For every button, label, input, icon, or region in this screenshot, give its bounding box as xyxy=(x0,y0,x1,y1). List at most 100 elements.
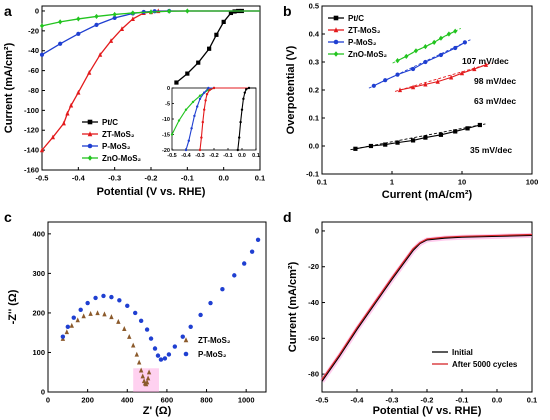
panel-c-legend-label: ZT-MoS₂ xyxy=(198,336,231,345)
panel-c-data-point xyxy=(232,273,237,278)
panel-a-ticks: -0.5 -0.4 -0.3 -0.2 -0.1 0.0 0.1 -160 -140 -120 -1… xyxy=(24,5,265,183)
panel-c-data-point xyxy=(85,300,90,306)
panel-d-legend: Initial After 5000 cycles xyxy=(432,348,518,369)
panel-b-data-point xyxy=(404,53,409,59)
panel-b-data-point xyxy=(397,87,403,93)
panel-a-inset-ytick-label: -20 xyxy=(162,148,170,154)
panel-a-data-point xyxy=(148,9,154,15)
panel-a-data-point xyxy=(185,8,190,14)
panel-c-xlabel: Z' (Ω) xyxy=(143,405,172,417)
panel-b-ytick-label: 0.0 xyxy=(309,142,319,151)
panel-a-inset-data-point xyxy=(193,114,196,118)
panel-a-legend-marker xyxy=(87,155,93,161)
panel-c-xtick-label: 200 xyxy=(81,396,94,405)
panel-b-ticks: 0.1 1 10 100 -0.1 0.0 0.1 0.2 0.3 0.4 0.5 xyxy=(306,2,538,187)
panel-b-slope-label: 63 mV/dec xyxy=(474,96,516,106)
panel-b-data-point xyxy=(395,140,400,145)
panel-c-data-point xyxy=(145,375,151,381)
panel-a-legend-marker xyxy=(87,131,93,137)
panel-b-data-point xyxy=(472,66,477,72)
panel-b-series-line xyxy=(399,64,487,91)
panel-b-legend-marker xyxy=(333,15,339,21)
panel-a-inset-xtick-label: -0.3 xyxy=(195,153,204,159)
panel-b-ytick-label: -0.1 xyxy=(306,170,319,179)
panel-c-data-point xyxy=(148,336,154,341)
panel-c-data-point xyxy=(95,310,100,316)
panel-a-inset-data-point xyxy=(207,86,210,90)
panel-a-inset-data-point xyxy=(198,148,202,152)
panel-c-data-point xyxy=(101,293,106,299)
panel-a-inset-data-point xyxy=(184,148,188,152)
panel-c-data-point xyxy=(60,334,66,339)
panel-letter-a: a xyxy=(4,3,12,19)
panel-c-data-point xyxy=(122,326,127,331)
panel-c-data-point xyxy=(109,314,114,320)
panel-a-inset-data-point xyxy=(236,148,239,152)
panel-b-data-point xyxy=(410,66,416,72)
panel-a-inset-ytick-label: -15 xyxy=(162,133,170,139)
panel-b-data-point xyxy=(423,135,428,140)
panel-c-data-point xyxy=(180,334,185,339)
panel-d-ytick-label: 0 xyxy=(315,226,319,235)
panel-a-ytick-label: -20 xyxy=(28,26,39,35)
panel-a-inset-data-point xyxy=(212,86,216,90)
panel-c-ytick-label: 100 xyxy=(32,348,45,357)
panel-b-ylabel: Overpotential (V) xyxy=(285,45,297,134)
panel-a-inset-data-point xyxy=(203,91,206,94)
panel-c-data-point xyxy=(88,311,93,316)
panel-c-ytick-label: 300 xyxy=(32,269,45,278)
panel-b-xtick-label: 100 xyxy=(526,178,539,187)
panel-b-data-point xyxy=(395,58,400,64)
panel-a-ytick-label: -140 xyxy=(24,146,39,155)
panel-a-data-point xyxy=(76,89,81,95)
panel-b-data-point xyxy=(432,39,437,45)
panel-b-data-point xyxy=(410,138,416,143)
panel-a-inset-ytick-label: -10 xyxy=(162,117,170,123)
panel-a-series-line xyxy=(41,10,260,27)
panel-a-inset-data-point xyxy=(190,127,193,130)
panel-a-xtick-label: -0.3 xyxy=(108,174,121,183)
panel-a-ytick-label: -120 xyxy=(24,126,39,135)
panel-c-data-point xyxy=(127,333,132,339)
panel-c-data-point xyxy=(172,344,178,349)
panel-a-legend-label: ZT-MoS₂ xyxy=(102,130,135,139)
panel-b-legend: Pt/C ZT-MoS₂ P-MoS₂ ZnO-MoS₂ xyxy=(328,14,388,59)
panel-a-data-point xyxy=(108,38,114,43)
panel-a-data-point xyxy=(130,10,135,16)
panel-a-inset-xtick-label: 0.0 xyxy=(238,153,246,159)
panel-a-data-point xyxy=(39,52,45,57)
panel-c-data-point xyxy=(255,237,261,242)
panel-a-data-point xyxy=(119,26,125,31)
panel-d-xtick-label: -0.1 xyxy=(456,396,469,405)
panel-c-data-point xyxy=(162,356,168,361)
panel-b-xtick-label: 10 xyxy=(458,178,466,187)
panel-b: b Overpotential (V) Current (mA/cm²) 0.1… xyxy=(283,2,538,202)
panel-b-data-point xyxy=(449,74,454,80)
panel-a-data-point xyxy=(58,41,63,46)
panel-a-data-point xyxy=(68,102,74,108)
panel-d-ytick-label: -80 xyxy=(308,370,319,379)
panel-d-ticks: -0.5 -0.4 -0.3 -0.2 -0.1 0.0 0.1 -80 -60 -40 -20 0 xyxy=(308,221,537,405)
panel-a-inset-data-point xyxy=(204,99,207,102)
panel-a-inset-data-point xyxy=(170,133,174,136)
panel-c-data-point xyxy=(64,329,70,335)
panel-c-data-point xyxy=(198,312,203,318)
panel-a-inset-data-point xyxy=(198,94,202,97)
panel-c-data-point xyxy=(152,346,158,351)
panel-a-inset-data-point xyxy=(245,88,248,91)
panel-d-xtick-label: 0.1 xyxy=(527,396,537,405)
panel-a-inset-data-point xyxy=(240,108,244,111)
panel-a-inset-data-point xyxy=(191,100,195,104)
panel-a-legend-label: Pt/C xyxy=(102,118,118,127)
panel-a-inset-data-point xyxy=(177,119,181,122)
panel-b-slope-label: 98 mV/dec xyxy=(474,76,516,86)
panel-c-ytick-label: 0 xyxy=(41,388,45,397)
panel-d-legend-label: Initial xyxy=(452,348,473,357)
panel-a-inset-xtick-label: -0.1 xyxy=(223,153,232,159)
panel-c-ticks: 0 200 400 600 800 1000 0 100 200 300 400 xyxy=(32,221,267,405)
panel-a-data-point xyxy=(65,110,70,116)
panel-b-data-point xyxy=(459,70,465,76)
panel-c-xtick-label: 800 xyxy=(200,396,213,405)
panel-c-data-point xyxy=(140,373,145,379)
panel-a-data-point xyxy=(185,71,190,76)
